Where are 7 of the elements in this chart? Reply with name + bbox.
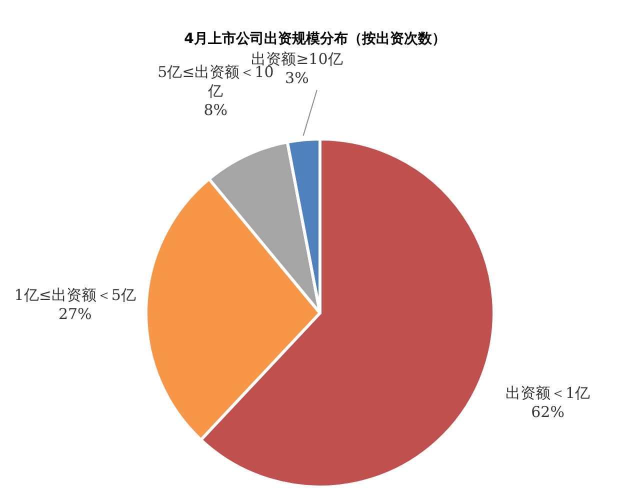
- data-label: 3%: [285, 68, 309, 87]
- slice-label: 出资额＜1亿: [506, 384, 590, 402]
- data-label: 8%: [204, 100, 228, 119]
- slice-label: 1亿≤出资额＜5亿: [14, 286, 136, 304]
- chart-title: 4月上市公司出资规模分布（按出资次数）: [183, 30, 447, 48]
- data-label: 27%: [58, 305, 92, 324]
- data-label: 62%: [531, 402, 564, 421]
